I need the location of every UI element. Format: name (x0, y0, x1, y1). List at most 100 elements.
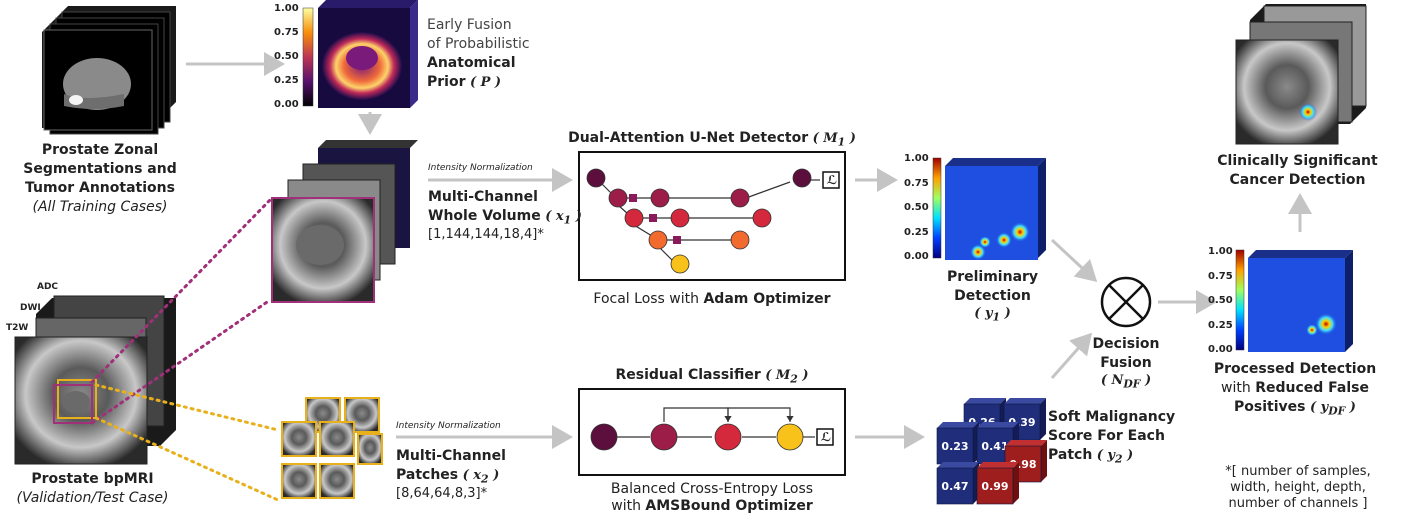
classifier-loss-2: with AMSBound Optimizer (560, 497, 864, 516)
prior-map (302, 0, 418, 108)
classifier-optimizer: AMSBound Optimizer (645, 498, 813, 514)
score-cube-side (1041, 440, 1047, 482)
processed-line-2: with Reduced False (1200, 379, 1390, 398)
score-cube-top (1004, 398, 1046, 404)
score-cube-side (1013, 462, 1019, 504)
prelim-symbol-close: ) (1000, 306, 1011, 321)
score-cube-top (977, 462, 1019, 468)
prior-line-1: Early Fusion (427, 17, 512, 33)
volume-symbol-base: ( x (545, 209, 564, 224)
scores-line-1: Soft Malignancy (1048, 409, 1176, 425)
prior-colorbar-tick: 1.00 (274, 3, 299, 14)
flow-arrows (186, 52, 1312, 449)
detector-symbol-close: ) (845, 131, 856, 146)
score-cube-side (1040, 398, 1046, 440)
prelim-symbol: ( y1 ) (935, 306, 1050, 324)
footnote-line-3: number of channels ] (1228, 496, 1368, 511)
score-value: 0.47 (941, 480, 968, 493)
classifier-loss-1: Balanced Cross-Entropy Loss (610, 481, 814, 497)
patches-symbol: ( x2 ) (463, 468, 500, 486)
detector-loss-name: Focal Loss (593, 291, 665, 307)
patches-line-2-text: Patches (396, 467, 459, 483)
resnet-node (590, 423, 618, 451)
roi-link-top (90, 198, 272, 384)
processed-line-3: Positives ( yDF ) (1200, 398, 1390, 421)
patches-dims: [8,64,64,8,3]* (396, 486, 488, 501)
unet-graph (595, 177, 820, 263)
clinical-output-stack (1235, 4, 1367, 145)
score-cube (936, 467, 974, 505)
unet-node (586, 168, 606, 188)
unet-node (648, 230, 668, 250)
detector-title-text: Dual-Attention U-Net Detector (568, 130, 809, 146)
unet-node (608, 188, 628, 208)
unet-node (730, 230, 750, 250)
score-cube-top (977, 422, 1019, 428)
prior-line-4-text: Prior (427, 74, 466, 90)
scores-symbol-base: ( y (1096, 448, 1115, 463)
scores-symbol: ( y2 ) (1096, 448, 1134, 466)
prior-symbol: ( P ) (469, 75, 502, 90)
patches-norm-label: Intensity Normalization (396, 421, 501, 431)
classifier-loss-with: with (611, 498, 646, 514)
scores-line-3-text: Patch (1048, 447, 1093, 463)
scores-symbol-sub: 2 (1114, 452, 1123, 466)
patch-link-bottom (94, 416, 280, 502)
scores-symbol-close: ) (1122, 448, 1134, 463)
footnote-line-1: *[ number of samples, (1225, 464, 1371, 479)
classifier-title: Residual Classifier ( M2 ) (560, 366, 864, 389)
score-value: 0.41 (981, 440, 1008, 453)
segmentation-stack (42, 6, 176, 135)
unet-node (670, 208, 690, 228)
whole-volume-stack (271, 140, 418, 303)
processed-map (1235, 249, 1353, 352)
volume-dims: [1,144,144,18,4]* (428, 227, 544, 242)
prelim-symbol-sub: 1 (992, 310, 1001, 324)
seg-title-2: Segmentations and (23, 161, 177, 177)
prior-line-2: of Probabilistic (427, 36, 530, 52)
volume-symbol-close: ) (571, 209, 582, 224)
prelim-line-1: Preliminary (946, 269, 1039, 285)
unet-node (670, 254, 690, 274)
fusion-line-1: Decision (1092, 336, 1160, 352)
seg-title-3: Tumor Annotations (25, 180, 175, 196)
prelim-colorbar-tick: 0.50 (904, 202, 929, 213)
clinical-line-2: Cancer Detection (1229, 172, 1366, 188)
prelim-line-2: Detection (954, 288, 1031, 304)
resnet-node (650, 423, 678, 451)
unet-node (752, 208, 772, 228)
loss-box-detector (822, 171, 840, 189)
resnet-graph (616, 407, 815, 438)
detector-loss-with: with (664, 291, 704, 307)
seg-title-1: Prostate Zonal (41, 142, 159, 158)
unet-node (792, 168, 812, 188)
processed-colorbar-tick: 0.00 (1208, 344, 1233, 355)
prelim-symbol-base: ( y (974, 306, 993, 321)
classifier-symbol-base: ( M (765, 368, 791, 383)
roi-link-bottom (90, 298, 272, 425)
prelim-colorbar-tick: 0.00 (904, 251, 929, 262)
processed-line-3-text: Positives (1234, 399, 1306, 415)
bpmri-subtitle: (Validation/Test Case) (16, 490, 169, 506)
fusion-symbol-base: ( N (1100, 373, 1124, 388)
unet-nodes (586, 168, 812, 274)
prior-colorbar-tick: 0.00 (274, 99, 299, 110)
patches-line-1: Multi-Channel (396, 448, 506, 464)
resnet-node (776, 423, 804, 451)
score-value: 0.99 (981, 480, 1008, 493)
patches-symbol-sub: 2 (481, 472, 489, 486)
clinical-line-1: Clinically Significant (1217, 153, 1378, 169)
detector-loss-symbol: ℒ (826, 173, 838, 187)
processed-line-1: Processed Detection (1213, 361, 1377, 377)
volume-line-2-text: Whole Volume (428, 208, 541, 224)
adc-label: ADC (37, 282, 59, 292)
processed-symbol-sub: DF (1328, 404, 1346, 418)
volume-line-2: Whole Volume ( x1 ) (428, 207, 582, 230)
volume-symbol: ( x1 ) (545, 209, 582, 227)
score-cube-top (964, 398, 1006, 404)
prior-colorbar-tick: 0.25 (274, 75, 299, 86)
processed-symbol-base: ( y (1309, 400, 1329, 415)
processed-line-2-text: Reduced False (1255, 380, 1369, 396)
patches-line-2: Patches ( x2 ) (396, 466, 499, 489)
score-cube-top (1005, 440, 1047, 446)
